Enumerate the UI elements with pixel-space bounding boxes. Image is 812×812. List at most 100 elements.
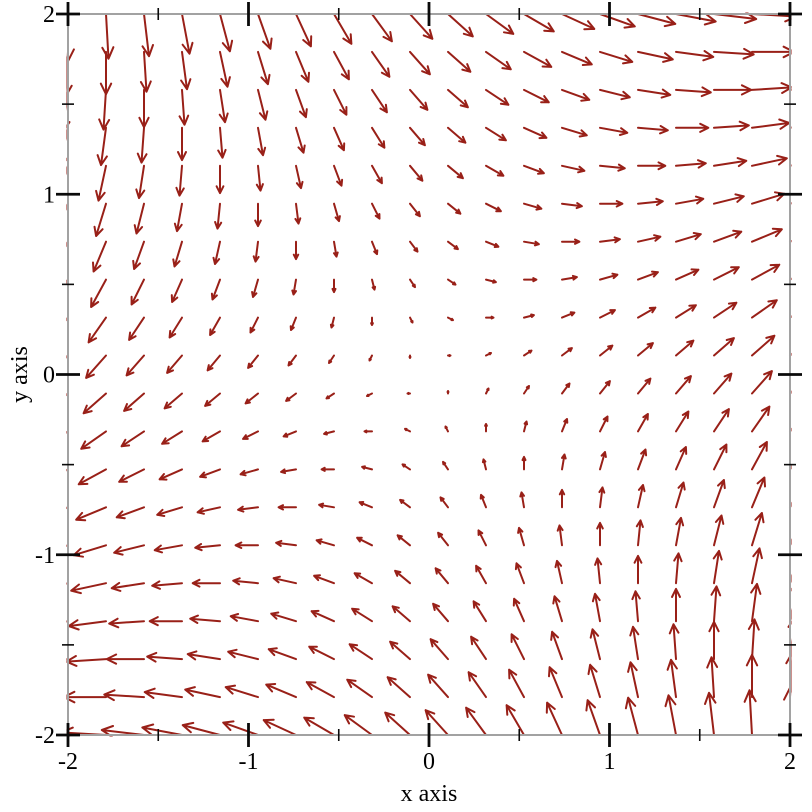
vector-arrow [66,316,69,322]
vector-arrow [227,648,259,661]
vector-arrow [637,448,648,471]
vector-arrow [708,620,720,661]
vector-arrow [637,484,646,509]
y-tick-label: 0 [43,363,55,389]
vector-arrow [599,344,614,357]
vector-arrow [485,88,510,106]
vector-arrow [272,575,297,585]
vector-arrow [148,616,183,627]
vector-arrow [439,496,449,509]
vector-arrow [141,13,154,58]
vector-arrow [599,272,619,281]
vector-arrow [523,50,553,68]
vector-arrow [130,278,145,306]
vector-arrow [113,544,145,556]
vector-arrow [67,619,107,631]
vector-arrow [664,694,677,736]
vector-arrow [447,202,462,215]
vector-arrow [242,430,259,440]
vector-arrow [713,229,743,243]
vector-arrow [713,266,740,281]
vector-arrow [713,372,733,395]
vector-arrow [751,512,765,547]
vector-arrow [633,554,643,585]
vector-arrow [523,240,540,247]
vector-arrow [98,88,111,131]
vector-arrow [163,392,183,410]
x-tick-label: 2 [784,749,796,775]
vector-arrow [123,392,145,412]
vector-arrow [108,617,145,629]
vector-arrow [508,668,525,699]
vector-arrow [447,316,454,322]
vector-arrow [172,240,183,268]
vector-arrow [66,202,69,211]
vector-arrow [371,13,393,43]
vector-arrow [217,126,227,159]
vector-arrow [561,274,578,281]
vector-arrow [366,392,373,397]
vector-arrow [120,430,145,448]
vector-arrow [70,582,107,595]
vector-arrow [675,446,688,471]
vector-arrow [789,587,792,623]
vector-arrow [447,164,464,180]
tick-labels: -2 -1 0 1 2 -2 -1 0 1 2 [35,2,796,775]
vector-arrow [295,126,306,154]
vector-arrow [598,486,606,509]
vector-arrow [523,420,529,433]
vector-arrow [406,391,411,395]
vector-arrow [637,197,664,206]
vector-arrow [666,658,678,699]
vector-arrow [510,633,525,661]
vector-arrow [257,88,269,121]
x-tick-label: -1 [239,749,259,775]
vector-arrow [675,268,700,281]
vector-arrow [219,13,234,53]
vector-arrow [401,463,411,471]
vector-arrow [408,354,412,359]
y-tick-label: 2 [43,2,55,28]
vector-arrow [399,498,411,509]
vector-arrow [368,354,373,362]
vector-arrow [356,536,373,547]
vector-arrow [305,681,335,699]
vector-arrow [343,714,373,736]
vector-arrow [93,202,107,237]
vector-arrow [320,466,335,472]
vector-arrow [789,573,792,585]
vector-arrow [224,684,259,699]
vector-arrow [254,202,262,228]
vector-arrow [389,640,411,661]
vector-arrow [447,13,474,38]
vector-arrow [262,718,297,736]
vector-arrow [257,126,267,157]
vector-arrow [333,126,346,152]
vector-arrow [90,278,107,308]
vector-arrow [789,352,792,357]
vector-arrow [87,316,107,344]
vector-arrow [713,47,755,60]
vector-arrow [467,671,487,699]
vector-arrow [371,240,379,256]
x-tick-label: 0 [423,749,435,775]
vector-arrow [596,521,604,547]
vector-arrow [318,502,335,509]
vector-arrow [424,709,449,736]
vector-arrow [485,387,490,395]
vector-arrow [675,122,710,133]
vector-arrow [135,164,146,200]
vector-arrow [751,547,763,585]
vector-arrow [370,316,374,326]
vector-arrow [146,651,183,663]
vector-arrow [713,514,725,547]
vector-arrow [675,50,715,62]
vector-arrow [523,126,548,140]
vector-arrow [358,501,373,509]
vector-arrow [132,240,145,270]
vector-arrow [713,443,728,471]
vector-arrow [66,240,69,248]
vector-arrow [429,638,449,661]
vector-arrow [523,88,550,104]
